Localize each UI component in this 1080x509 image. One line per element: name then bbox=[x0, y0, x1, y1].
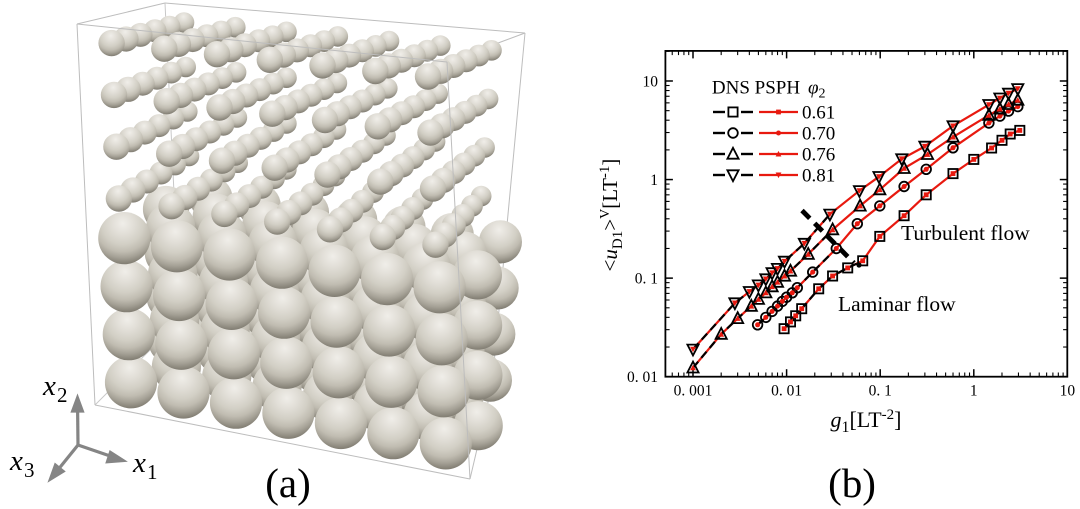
svg-text:0.81: 0.81 bbox=[802, 166, 835, 187]
svg-text:10: 10 bbox=[643, 73, 659, 90]
svg-text:1: 1 bbox=[147, 460, 158, 484]
svg-text:1: 1 bbox=[970, 383, 978, 400]
svg-text:3: 3 bbox=[24, 458, 35, 482]
svg-text:x: x bbox=[132, 447, 146, 479]
svg-text:1: 1 bbox=[650, 172, 658, 189]
svg-text:(a): (a) bbox=[265, 460, 311, 506]
svg-text:0.76: 0.76 bbox=[802, 145, 835, 166]
svg-text:x: x bbox=[42, 370, 56, 402]
svg-text:2: 2 bbox=[57, 383, 68, 407]
svg-text:0.70: 0.70 bbox=[802, 124, 835, 145]
svg-text:0. 01: 0. 01 bbox=[627, 369, 658, 386]
svg-text:Laminar flow: Laminar flow bbox=[838, 292, 956, 316]
svg-text:DNS PSPH: DNS PSPH bbox=[712, 78, 800, 99]
svg-text:Turbulent flow: Turbulent flow bbox=[901, 221, 1030, 245]
svg-text:10: 10 bbox=[1060, 383, 1076, 400]
svg-text:φ2: φ2 bbox=[808, 78, 826, 102]
svg-text:0. 1: 0. 1 bbox=[869, 383, 892, 400]
svg-text:g1[LT-2]: g1[LT-2] bbox=[830, 407, 901, 436]
svg-text:0. 01: 0. 01 bbox=[771, 383, 802, 400]
svg-text:0. 1: 0. 1 bbox=[635, 271, 658, 288]
svg-text:x: x bbox=[9, 445, 23, 477]
svg-text:0. 001: 0. 001 bbox=[674, 383, 713, 400]
svg-text:(b): (b) bbox=[828, 460, 876, 506]
svg-text:0.61: 0.61 bbox=[802, 103, 835, 124]
